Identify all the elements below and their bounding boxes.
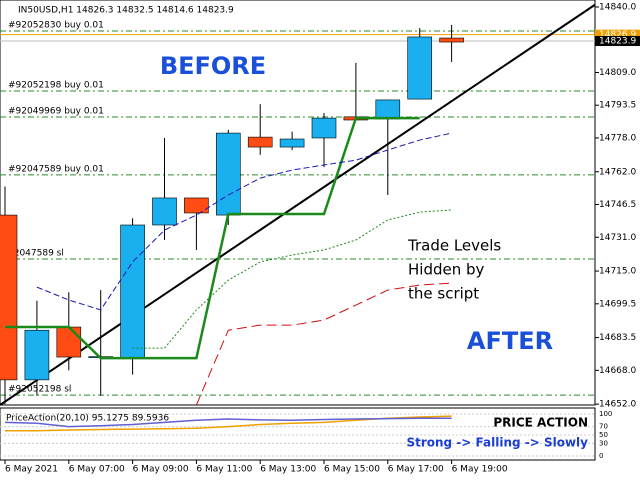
- after-label: AFTER: [467, 327, 553, 355]
- y-tick-label: 14762.0: [599, 167, 636, 177]
- candle-body: [439, 37, 464, 43]
- y-tick-label: 14809.0: [599, 68, 636, 78]
- price-tag: 14826.9: [599, 30, 636, 40]
- indicator-frame: [0, 407, 596, 461]
- candle-body: [24, 329, 50, 381]
- y-tick-label: 14715.0: [599, 267, 636, 277]
- candle-body: [0, 214, 18, 381]
- ind-tick-label: 50: [599, 431, 608, 439]
- level-label: #92052830 buy 0.01: [8, 21, 104, 31]
- price-tag: 14823.9: [599, 36, 636, 46]
- candle-body: [279, 138, 305, 148]
- ind-tick-label: 100: [599, 410, 612, 418]
- ind-tick-label: 0: [599, 452, 603, 460]
- x-tick-label: 6 May 11:00: [196, 465, 252, 475]
- level-label: 92047589 sl: [8, 249, 64, 259]
- y-tick-label: 14840.0: [599, 2, 636, 12]
- candle-body: [120, 224, 145, 359]
- candle-body: [56, 326, 82, 358]
- ind-tick-label: 70: [599, 423, 608, 431]
- ind-tick-label: 30: [599, 439, 608, 447]
- candles: [0, 24, 464, 405]
- x-tick-label: 6 May 19:00: [452, 465, 508, 475]
- y-tick-label: 14668.0: [599, 366, 636, 376]
- x-tick-label: 6 May 17:00: [388, 465, 444, 475]
- x-tick-label: 6 May 2021: [5, 465, 58, 475]
- y-tick-label: 14699.5: [599, 299, 636, 309]
- y-tick-label: 14746.5: [599, 200, 636, 210]
- candle-body: [216, 132, 241, 216]
- price-tag-box: [595, 35, 640, 46]
- before-label: BEFORE: [160, 52, 266, 80]
- x-tick-label: 6 May 13:00: [260, 465, 316, 475]
- series-line: [5, 116, 420, 360]
- level-label: #92052198 sl: [8, 385, 71, 395]
- ind-subtitle: Strong -> Falling -> Slowly: [406, 436, 588, 450]
- series-line: [36, 132, 452, 311]
- y-tick-label: 14778.0: [599, 133, 636, 143]
- y-tick-label: 14793.5: [599, 101, 636, 111]
- candle-body: [311, 117, 337, 139]
- x-tick-label: 6 May 15:00: [324, 465, 380, 475]
- candle-body: [184, 197, 209, 214]
- x-tick-label: 6 May 09:00: [133, 465, 189, 475]
- series-line: [195, 282, 452, 406]
- trend-line: [0, 3, 596, 406]
- candle-body: [375, 99, 401, 120]
- y-tick-label: 14652.0: [599, 400, 636, 410]
- series-line: [4, 417, 452, 428]
- chart-title: IN50USD,H1 14826.3 14832.5 14814.6 14823…: [18, 6, 234, 16]
- level-label: #92049969 buy 0.01: [8, 107, 104, 117]
- ind-title: PriceAction(20,10) 95.1275 89.5936: [6, 414, 169, 424]
- level-label: #92047589 buy 0.01: [8, 164, 104, 174]
- candle-body: [407, 36, 433, 100]
- candle-body: [152, 197, 177, 226]
- note-line: Trade Levels: [407, 237, 501, 255]
- x-tick-label: 6 May 07:00: [69, 465, 125, 475]
- ind-badge: PRICE ACTION: [493, 416, 588, 430]
- note-line: the script: [408, 285, 479, 303]
- y-tick-label: 14683.5: [599, 333, 636, 343]
- price-tag-box: [595, 29, 640, 40]
- level-label: #92052198 buy 0.01: [8, 81, 104, 91]
- candle-body: [247, 136, 273, 148]
- y-tick-label: 14731.0: [599, 233, 636, 243]
- note-line: Hidden by: [408, 261, 485, 279]
- series-line: [132, 209, 452, 349]
